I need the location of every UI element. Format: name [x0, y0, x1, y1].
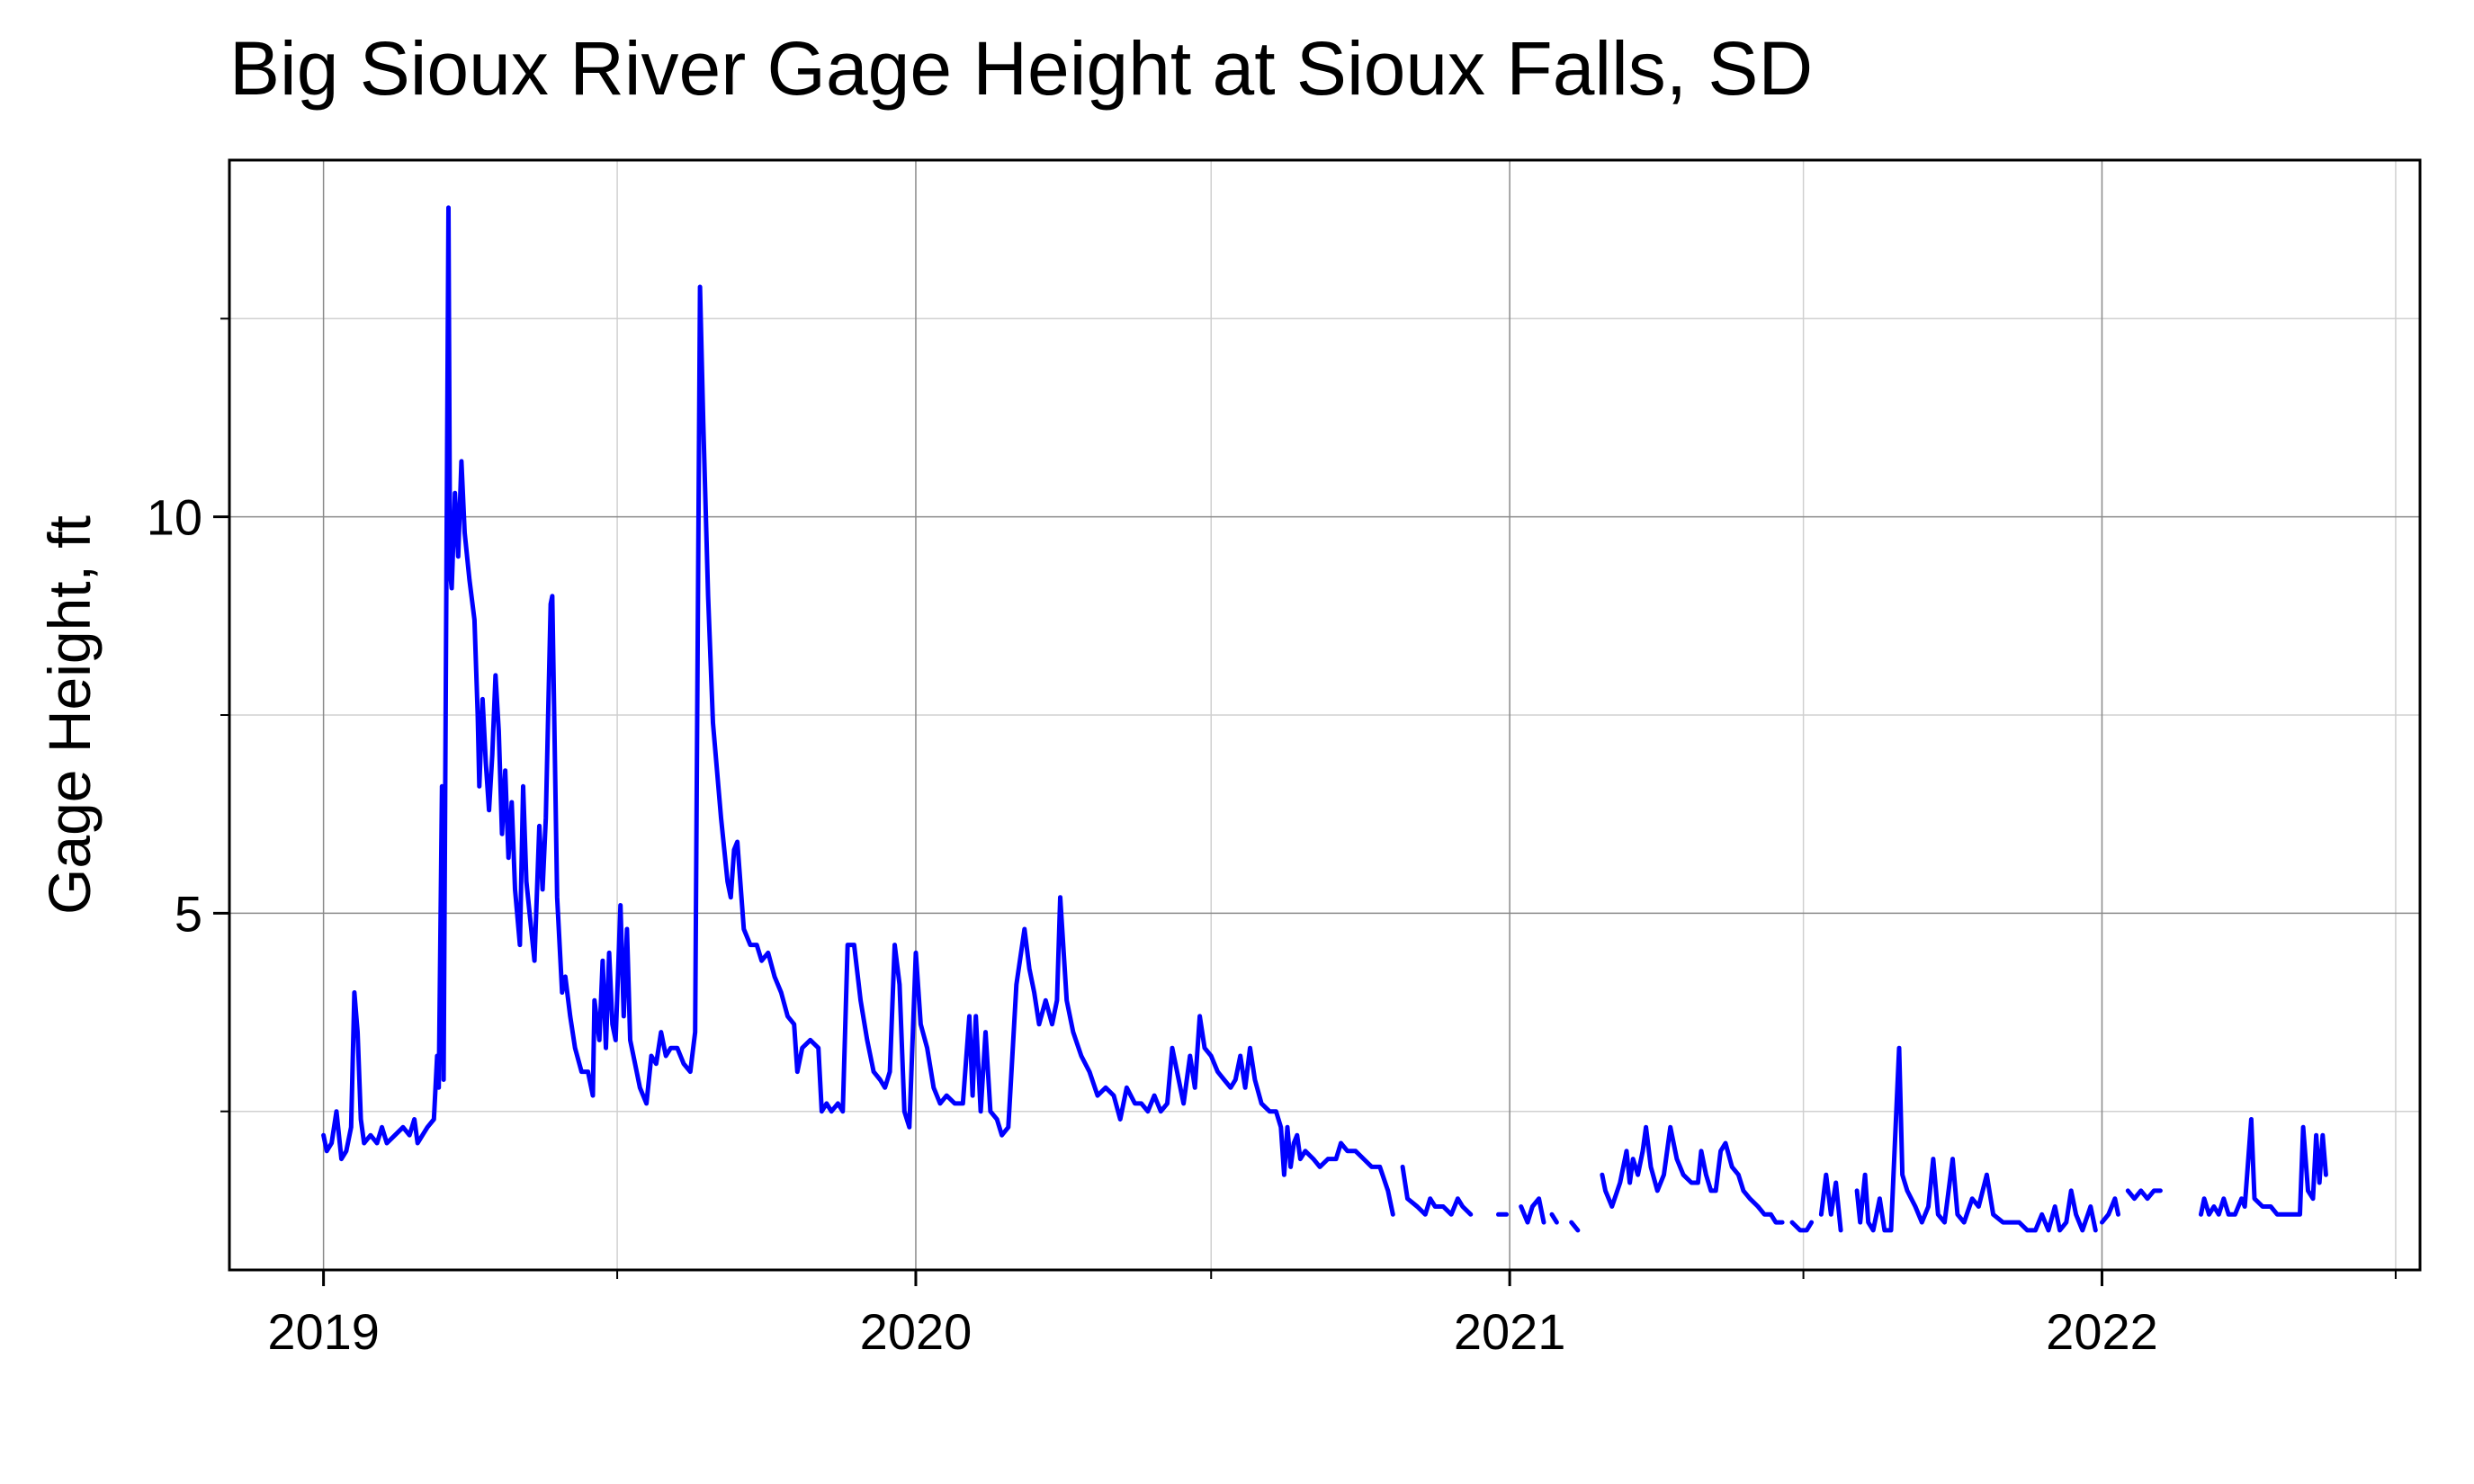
x-tick-label: 2021: [1454, 1303, 1566, 1360]
y-tick-label: 5: [175, 885, 202, 942]
series-line-segment: [1818, 1172, 1843, 1233]
series-line-segment: [1400, 1164, 1474, 1217]
series-line-segment: [1519, 1196, 1546, 1225]
series-line-segment: [1549, 1211, 1559, 1225]
x-tick-label: 2019: [267, 1303, 380, 1360]
x-tick-label: 2020: [860, 1303, 973, 1360]
series-line-segment: [1789, 1220, 1815, 1233]
y-axis: 5 10: [147, 317, 229, 1113]
chart-title: Big Sioux River Gage Height at Sioux Fal…: [229, 26, 1814, 111]
x-tick-label: 2022: [2046, 1303, 2158, 1360]
series-line-segment: [321, 205, 1395, 1217]
series-line-segment: [2125, 1188, 2163, 1202]
series-layer: [321, 205, 2328, 1233]
series-line-segment: [2199, 1117, 2328, 1217]
series-line-segment: [2100, 1196, 2120, 1225]
y-tick-label: 10: [147, 489, 202, 546]
x-axis: 2019 2020 2021 2022: [267, 1270, 2397, 1360]
minor-gridlines: [229, 160, 2420, 1270]
major-gridlines: [229, 160, 2420, 1270]
series-line-segment: [1854, 1045, 2098, 1233]
series-line-segment: [1569, 1220, 1581, 1233]
y-axis-title: Gage Height, ft: [36, 515, 103, 915]
series-line-segment: [1600, 1124, 1785, 1225]
